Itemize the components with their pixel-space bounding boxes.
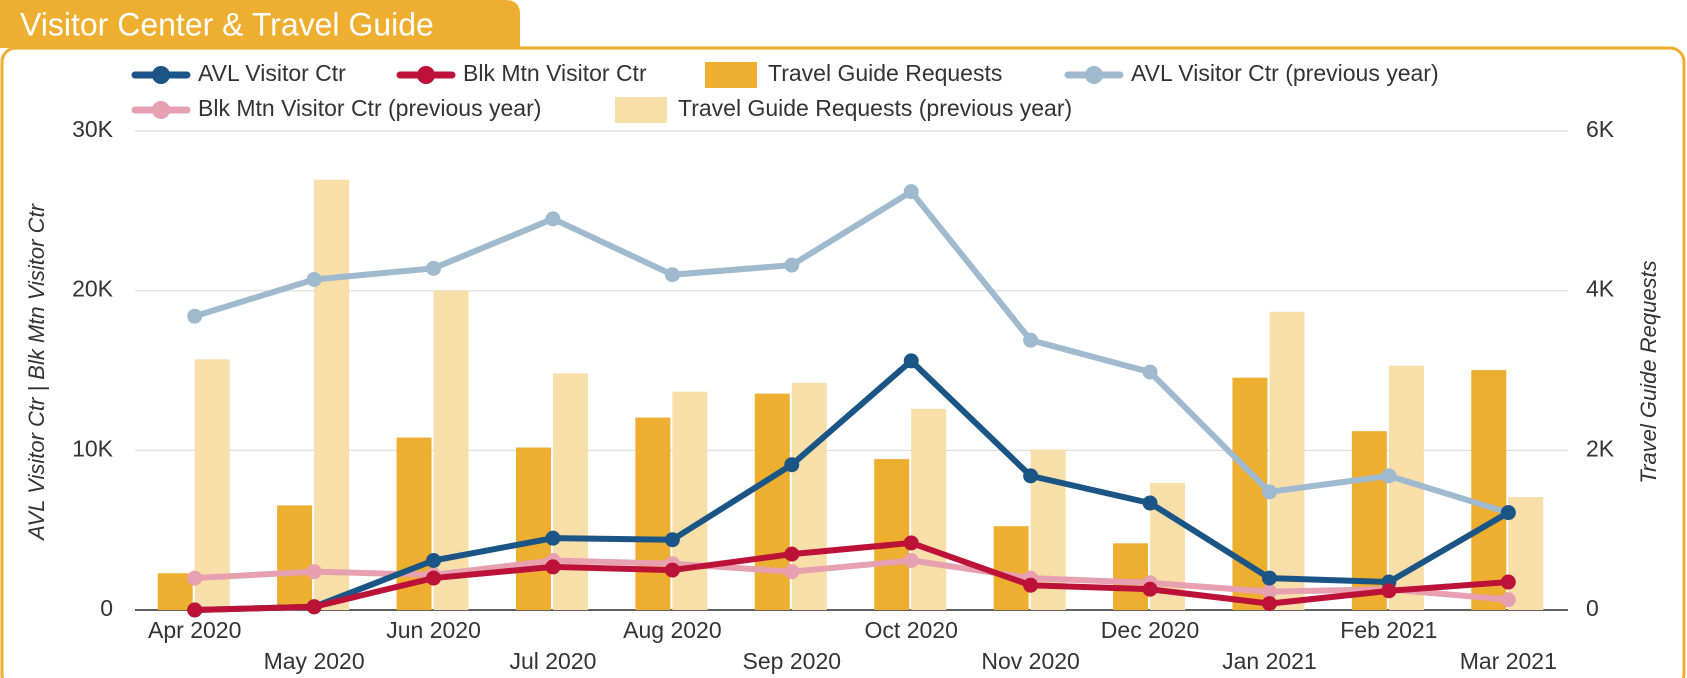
bar bbox=[1269, 311, 1305, 610]
y-tick-label: 20K bbox=[72, 276, 114, 302]
y2-tick-label: 4K bbox=[1586, 276, 1615, 302]
point bbox=[1381, 583, 1397, 599]
point bbox=[306, 271, 322, 287]
point bbox=[1023, 577, 1039, 593]
y2-tick-label: 2K bbox=[1586, 435, 1615, 461]
bar bbox=[993, 526, 1029, 610]
bar bbox=[874, 459, 910, 610]
point bbox=[1500, 505, 1516, 521]
x-tick-label: Sep 2020 bbox=[743, 648, 841, 674]
point bbox=[1500, 574, 1516, 590]
point bbox=[1261, 584, 1277, 600]
point bbox=[1261, 484, 1277, 500]
x-tick-label: Jan 2021 bbox=[1222, 648, 1317, 674]
point bbox=[784, 546, 800, 562]
legend-label: Travel Guide Requests bbox=[768, 60, 1002, 86]
y-tick-label: 30K bbox=[72, 116, 114, 142]
point bbox=[187, 570, 203, 586]
y2-axis-title: Travel Guide Requests bbox=[1636, 260, 1661, 483]
bar bbox=[911, 408, 947, 610]
point bbox=[1142, 495, 1158, 511]
bar bbox=[277, 505, 313, 610]
x-tick-label: Jun 2020 bbox=[386, 617, 481, 643]
x-tick-label: Jul 2020 bbox=[509, 648, 596, 674]
point bbox=[426, 570, 442, 586]
point bbox=[545, 559, 561, 575]
point bbox=[903, 184, 919, 200]
x-tick-label: Feb 2021 bbox=[1340, 617, 1437, 643]
legend-swatch bbox=[705, 62, 757, 88]
x-tick-label: Oct 2020 bbox=[865, 617, 958, 643]
point bbox=[1261, 596, 1277, 612]
point bbox=[426, 260, 442, 276]
legend-label: Travel Guide Requests (previous year) bbox=[678, 95, 1072, 121]
line bbox=[193, 188, 1510, 516]
bar bbox=[672, 391, 708, 610]
point bbox=[1023, 332, 1039, 348]
bar bbox=[157, 573, 193, 610]
title-tab bbox=[0, 0, 520, 48]
chart-title: Visitor Center & Travel Guide bbox=[20, 6, 434, 42]
bar bbox=[1113, 543, 1149, 610]
point bbox=[664, 267, 680, 283]
legend-swatch bbox=[152, 66, 170, 84]
point bbox=[545, 211, 561, 227]
x-tick-label: Dec 2020 bbox=[1101, 617, 1199, 643]
point bbox=[784, 457, 800, 473]
point bbox=[664, 562, 680, 578]
point bbox=[903, 353, 919, 369]
point bbox=[903, 553, 919, 569]
point bbox=[784, 257, 800, 273]
legend-swatch bbox=[152, 101, 170, 119]
y-tick-label: 10K bbox=[72, 435, 114, 461]
x-tick-label: Mar 2021 bbox=[1460, 648, 1557, 674]
point bbox=[903, 535, 919, 551]
line bbox=[194, 357, 1510, 613]
x-tick-label: Nov 2020 bbox=[981, 648, 1079, 674]
bar bbox=[1471, 370, 1507, 610]
bar bbox=[552, 373, 588, 610]
point bbox=[306, 564, 322, 580]
legend-label: AVL Visitor Ctr (previous year) bbox=[1131, 60, 1439, 86]
legend-swatch bbox=[417, 66, 435, 84]
legend-label: Blk Mtn Visitor Ctr bbox=[463, 60, 647, 86]
bar bbox=[515, 447, 551, 610]
bar bbox=[754, 393, 790, 610]
x-tick-label: Apr 2020 bbox=[148, 617, 241, 643]
x-tick-label: Aug 2020 bbox=[623, 617, 721, 643]
point bbox=[187, 602, 203, 618]
point bbox=[1500, 592, 1516, 608]
y-tick-label: 0 bbox=[100, 595, 113, 621]
point bbox=[1261, 570, 1277, 586]
point bbox=[1142, 581, 1158, 597]
point bbox=[664, 532, 680, 548]
y2-tick-label: 6K bbox=[1586, 116, 1615, 142]
point bbox=[306, 599, 322, 615]
point bbox=[784, 564, 800, 580]
legend-swatch bbox=[1085, 66, 1103, 84]
y2-tick-label: 0 bbox=[1586, 595, 1599, 621]
bar bbox=[314, 179, 350, 610]
x-tick-label: May 2020 bbox=[264, 648, 365, 674]
y-axis-title: AVL Visitor Ctr | Blk Mtn Visitor Ctr bbox=[24, 202, 49, 541]
bar bbox=[194, 359, 230, 610]
line bbox=[194, 557, 1509, 603]
legend-label: AVL Visitor Ctr bbox=[198, 60, 346, 86]
line bbox=[194, 539, 1509, 613]
point bbox=[1381, 468, 1397, 484]
point bbox=[426, 553, 442, 569]
bar bbox=[635, 417, 671, 610]
point bbox=[1023, 468, 1039, 484]
point bbox=[187, 308, 203, 324]
legend-label: Blk Mtn Visitor Ctr (previous year) bbox=[198, 95, 541, 121]
legend-swatch bbox=[615, 97, 667, 123]
frame bbox=[0, 46, 1686, 678]
point bbox=[545, 530, 561, 546]
point bbox=[1142, 364, 1158, 380]
